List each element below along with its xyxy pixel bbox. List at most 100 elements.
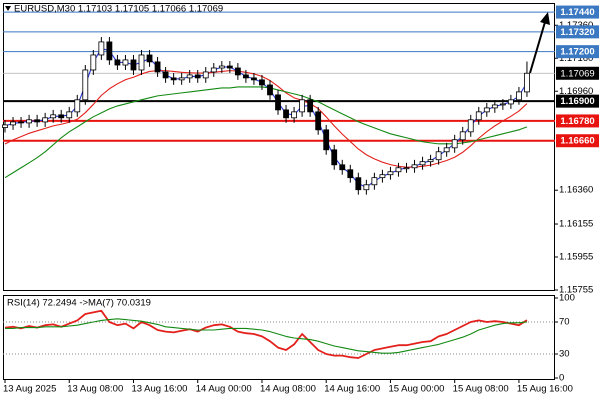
candle-body [475, 111, 482, 121]
y-tick-label: 1.17360 [559, 20, 593, 31]
level-label-box [556, 25, 599, 39]
candle-body [138, 54, 145, 71]
candle-body [275, 94, 281, 111]
candle-body [483, 107, 490, 113]
candle-body [58, 114, 65, 119]
y-tick-label: 70 [559, 317, 570, 328]
x-tick-label: 14 Aug 00:00 [196, 384, 252, 395]
y-tick-label: 1.17160 [559, 53, 593, 64]
candle-body [18, 121, 24, 124]
candle-body [210, 67, 217, 73]
candle-body [66, 111, 73, 119]
candle-body [411, 164, 418, 169]
candle-body [379, 174, 386, 179]
candle-body [50, 114, 57, 119]
candle-body [355, 177, 362, 191]
x-tick-label: 14 Aug 16:00 [324, 384, 380, 395]
rsi-line [4, 309, 528, 359]
moving-average [4, 86, 528, 179]
level-label: 1.17200 [560, 47, 594, 58]
y-tick-label: 100 [559, 293, 575, 304]
moving-average [4, 70, 528, 168]
candle-body [299, 99, 306, 113]
arrow-head [540, 12, 550, 25]
candle-body [499, 103, 506, 106]
candle-body [26, 119, 32, 124]
arrow-shaft [529, 21, 546, 74]
candle-body [130, 59, 137, 71]
candle-body [516, 91, 522, 101]
candle-body [82, 69, 89, 101]
level-label: 1.16780 [560, 116, 594, 127]
candle-body [467, 119, 474, 133]
x-tick-label: 13 Aug 2025 [3, 384, 56, 395]
level-label-box [556, 94, 599, 108]
x-tick-label: 15 Aug 00:00 [388, 384, 444, 395]
candle-body [371, 177, 378, 186]
candle-body [234, 67, 241, 76]
candle-body [331, 149, 338, 166]
candle-body [10, 121, 16, 126]
candle-body [122, 59, 129, 66]
candle-body [42, 117, 49, 123]
level-label: 1.17320 [560, 27, 594, 38]
trend-arrow [529, 12, 550, 74]
candle-body [387, 171, 394, 176]
candle-body [307, 99, 314, 113]
candle-body [106, 41, 113, 61]
candle-body [291, 111, 297, 119]
candle-body [524, 72, 530, 93]
current-price-label: 1.17069 [560, 68, 594, 79]
candle-body [427, 159, 434, 163]
candle-body [74, 99, 81, 113]
candle-body [363, 184, 370, 191]
y-tick-label: 0 [559, 373, 564, 384]
x-tick-label: 15 Aug 08:00 [453, 384, 509, 395]
rsi-ma-line [5, 318, 528, 354]
candle-body [170, 77, 177, 81]
candle-body [259, 79, 265, 86]
candle-body [347, 169, 354, 179]
level-label-box [556, 134, 599, 148]
candle-body [226, 65, 233, 69]
candle-body [283, 109, 289, 119]
rsi-title: RSI(14) 72.2494 ->MA(7) 70.0319 [7, 298, 151, 309]
x-tick-label: 15 Aug 16:00 [517, 384, 573, 395]
candle-body [178, 77, 185, 81]
menu-triangle [5, 6, 11, 11]
candle-body [491, 104, 498, 109]
x-tick-label: 13 Aug 16:00 [131, 384, 187, 395]
chart-title: EURUSD,M30 1.17103 1.17105 1.17066 1.170… [14, 4, 223, 15]
x-tick-label: 13 Aug 08:00 [67, 384, 123, 395]
candle-body [251, 77, 257, 81]
candle-body [162, 71, 169, 79]
candle-body [435, 151, 442, 161]
candle-body [443, 147, 450, 153]
candle-body [98, 41, 105, 56]
y-tick-label: 30 [559, 349, 570, 360]
rsi-panel [3, 295, 555, 380]
plot-layer: 1.15755 1.15955 1.16155 1.16360 1.16960 1.171… [2, 5, 599, 395]
candle-body [339, 164, 346, 171]
level-label-box [556, 114, 599, 128]
candle-body [315, 111, 322, 131]
x-tick-label: 14 Aug 08:00 [260, 384, 316, 395]
level-label: 1.17440 [560, 7, 594, 18]
candle-body [90, 54, 97, 71]
y-tick-label: 1.15755 [559, 285, 593, 296]
candle-body [395, 167, 402, 173]
current-price-box [556, 66, 599, 80]
level-label: 1.16900 [560, 96, 594, 107]
candle-body [267, 84, 273, 96]
candle-body [242, 74, 249, 79]
candle-body [451, 139, 458, 149]
candle-body [114, 59, 121, 66]
y-tick-label: 1.16360 [559, 185, 593, 196]
candle-body [459, 131, 466, 141]
candle-body [202, 71, 209, 79]
candle-body [2, 124, 8, 128]
candle-body [34, 119, 41, 123]
candle-body [323, 129, 330, 151]
